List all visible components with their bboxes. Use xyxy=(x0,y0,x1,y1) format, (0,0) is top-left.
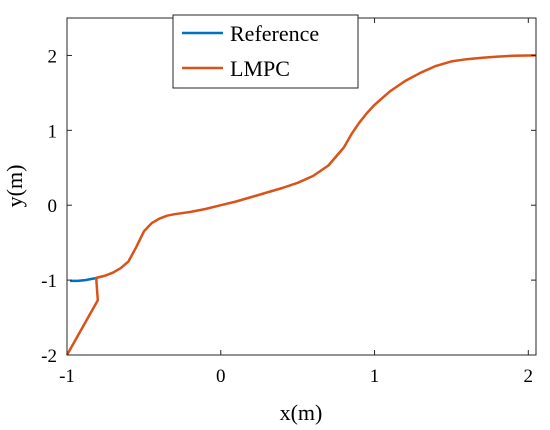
y-tick-label: 1 xyxy=(48,121,58,142)
legend-label-lmpc: LMPC xyxy=(230,56,290,81)
series-line-lmpc xyxy=(65,54,537,356)
x-tick-label: 1 xyxy=(370,366,380,387)
y-tick-label: -1 xyxy=(41,271,57,292)
legend-box xyxy=(172,14,359,89)
legend: Reference LMPC xyxy=(172,14,359,89)
x-tick-label: -1 xyxy=(59,366,75,387)
series-line-reference xyxy=(70,276,98,283)
x-axis-ticks: -1 0 1 2 xyxy=(59,18,533,387)
x-tick-label: 2 xyxy=(524,366,534,387)
plot-lines xyxy=(65,54,537,356)
y-tick-label: -2 xyxy=(41,346,57,367)
y-axis-ticks: -2 -1 0 1 2 xyxy=(41,46,536,367)
x-axis-label: x(m) xyxy=(280,400,323,425)
y-tick-label: 0 xyxy=(48,196,58,217)
x-tick-label: 0 xyxy=(216,366,226,387)
y-axis-label: y(m) xyxy=(2,165,27,208)
legend-label-reference: Reference xyxy=(230,21,319,46)
y-tick-label: 2 xyxy=(48,46,58,67)
